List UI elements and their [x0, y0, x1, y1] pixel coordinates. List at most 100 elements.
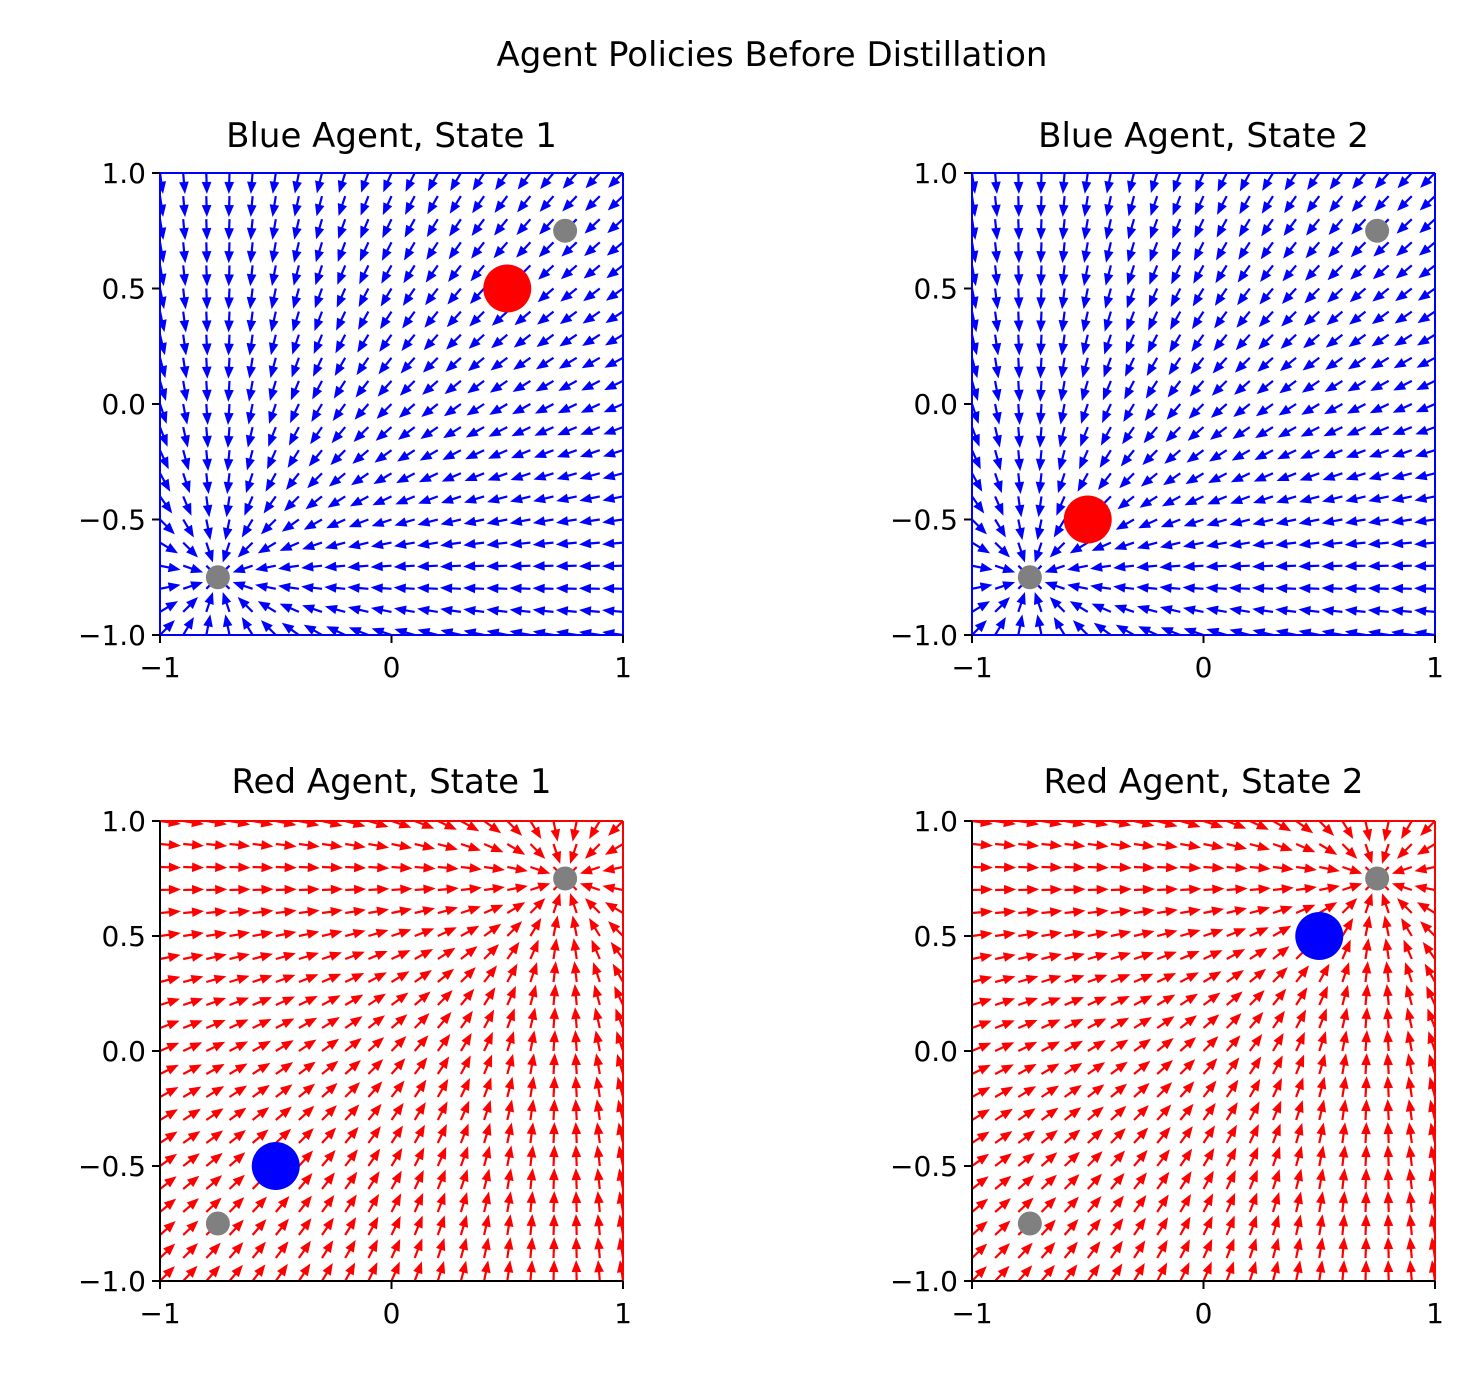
quiver-arrow [1148, 288, 1159, 308]
figure-title: Agent Policies Before Distillation [497, 35, 1048, 75]
quiver-arrow [1157, 906, 1178, 917]
quiver-arrow [1255, 403, 1274, 417]
quiver-arrow [1161, 495, 1181, 507]
quiver-arrow [344, 1217, 357, 1236]
subplot-2: Blue Agent, State 2−1 0 1−1.0−0.50.00.51.0 [890, 116, 1444, 684]
quiver-arrow [223, 473, 234, 495]
quiver-arrow [422, 380, 439, 395]
y-tick-label: 0.5 [101, 920, 146, 953]
quiver-arrow [160, 884, 181, 895]
quiver-arrow [1133, 929, 1155, 939]
quiver-arrow [1014, 450, 1024, 472]
quiver-arrow [1248, 1215, 1258, 1236]
quiver-arrow [1126, 311, 1136, 332]
quiver-arrow [537, 310, 555, 325]
quiver-arrow [245, 472, 255, 494]
quiver-arrow [1383, 1099, 1394, 1121]
quiver-arrow [1225, 1261, 1235, 1281]
quiver-arrow [327, 495, 346, 508]
quiver-arrow [1136, 561, 1158, 572]
quiver-arrow [1275, 494, 1297, 504]
quiver-arrow [268, 426, 277, 447]
quiver-arrow [160, 997, 181, 1007]
quiver-arrow [602, 863, 623, 874]
quiver-arrow [1344, 538, 1366, 549]
blue-agent-marker [251, 1142, 300, 1190]
quiver-arrow [437, 884, 459, 895]
quiver-arrow [160, 601, 179, 613]
quiver-arrow [344, 1149, 358, 1167]
quiver-arrow [1383, 1214, 1394, 1236]
quiver-arrow [1414, 493, 1435, 503]
quiver-arrow [1179, 1059, 1196, 1075]
quiver-arrow [1414, 538, 1435, 549]
quiver-arrow [1416, 356, 1435, 368]
quiver-arrow [537, 287, 555, 303]
quiver-arrow [368, 840, 390, 851]
quiver-arrow [229, 974, 250, 984]
quiver-arrow [1215, 264, 1228, 284]
quiver-arrow [1214, 287, 1228, 306]
quiver-arrow [991, 334, 1002, 356]
quiver-arrow [483, 987, 496, 1006]
quiver-arrow [359, 264, 370, 285]
quiver-arrow [1306, 195, 1321, 213]
quiver-arrow [604, 356, 623, 368]
quiver-arrow [1415, 425, 1435, 435]
quiver-arrow [1203, 906, 1225, 917]
quiver-arrow [1383, 1191, 1394, 1213]
quiver-arrow [336, 311, 347, 331]
quiver-arrow [526, 1191, 537, 1213]
quiver-arrow [160, 518, 175, 535]
quiver-arrow [1171, 241, 1182, 262]
quiver-arrow [246, 380, 256, 402]
quiver-arrow [526, 1260, 536, 1281]
quiver-arrow [298, 862, 320, 873]
y-tick-label: −1.0 [78, 619, 146, 652]
quiver-arrow [1369, 403, 1390, 414]
goal-marker [1365, 218, 1390, 243]
quiver-arrow [1014, 496, 1025, 518]
quiver-arrow [1202, 1014, 1220, 1029]
quiver-arrow [298, 1039, 317, 1052]
quiver-arrow [269, 219, 280, 240]
quiver-arrow [201, 288, 212, 310]
quiver-arrow [1104, 265, 1114, 286]
quiver-arrow [1340, 984, 1350, 1006]
quiver-arrow [1081, 288, 1091, 310]
quiver-arrow [205, 1041, 226, 1052]
quiver-arrow [414, 948, 434, 960]
quiver-arrow [614, 985, 623, 1006]
quiver-arrow [314, 218, 325, 240]
quiver-arrow [1367, 538, 1389, 549]
quiver-arrow [413, 1238, 423, 1259]
quiver-arrow [1316, 1122, 1326, 1144]
quiver-arrow [559, 333, 578, 347]
quiver-arrow [529, 898, 546, 914]
quiver-arrow [1420, 173, 1435, 188]
quiver-arrow [1257, 356, 1274, 372]
quiver-arrow [592, 962, 602, 983]
quiver-arrow [504, 1168, 514, 1190]
quiver-arrow [335, 334, 347, 354]
quiver-arrow [1036, 196, 1046, 218]
quiver-arrow [1053, 616, 1066, 635]
quiver-arrow [274, 1196, 290, 1213]
quiver-arrow [1301, 379, 1320, 393]
quiver-arrow [380, 287, 393, 307]
quiver-arrow [1394, 310, 1413, 324]
quiver-arrow [1414, 883, 1435, 894]
quiver-arrow [1202, 1238, 1213, 1259]
quiver-arrow [1228, 583, 1250, 594]
quiver-arrow [321, 1262, 333, 1281]
quiver-arrow [206, 862, 228, 873]
quiver-arrow [275, 1040, 294, 1052]
quiver-arrow [1110, 1195, 1124, 1213]
quiver-arrow [1013, 219, 1024, 241]
quiver-arrow [1185, 472, 1205, 485]
quiver-arrow [507, 863, 528, 874]
quiver-arrow [203, 519, 213, 541]
quiver-arrow [182, 581, 204, 591]
quiver-arrow [991, 242, 1001, 264]
red-agent-marker [1063, 495, 1112, 544]
